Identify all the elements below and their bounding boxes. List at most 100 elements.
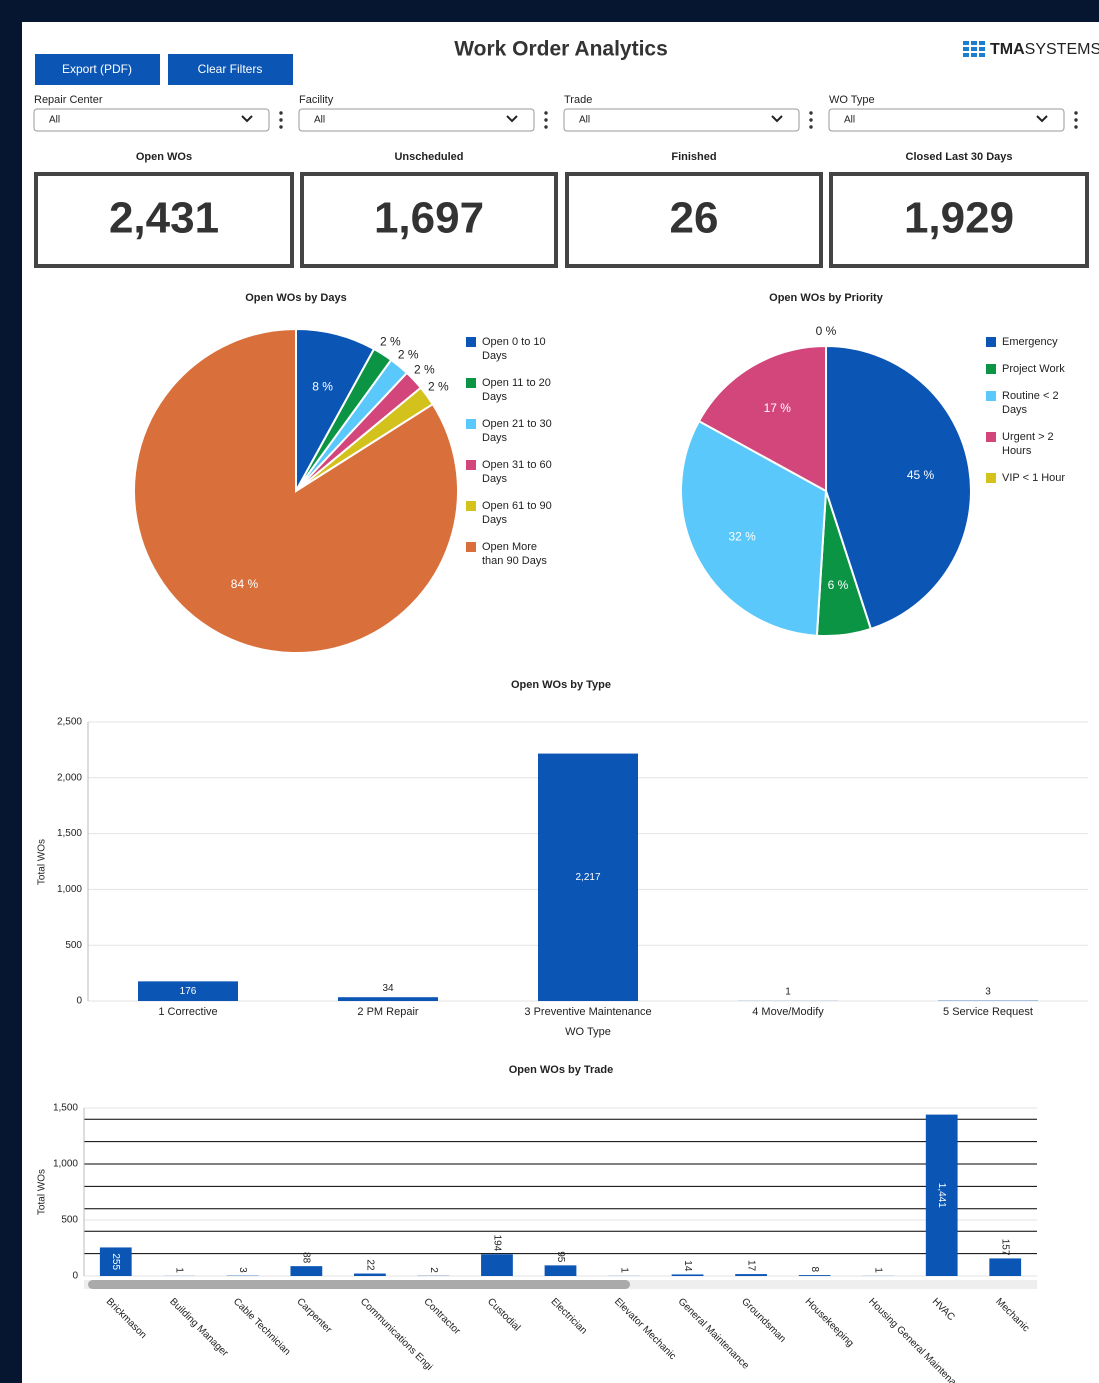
y-tick-label: 1,000 [57,884,82,895]
kpi-label: Closed Last 30 Days [906,151,1013,163]
button-label[interactable]: Clear Filters [198,62,263,76]
x-tick-label: HVAC [930,1296,957,1323]
legend: Emergency Project Work Routine < 2 Days Urg… [986,335,1076,485]
bar [99,1247,132,1276]
bar [544,1265,577,1276]
legend-item: Open 21 to 30 Days [466,417,556,445]
legend-swatch [466,460,476,470]
scrollbar[interactable] [88,1280,630,1289]
filter-select[interactable] [828,108,1065,132]
pie-slice [680,419,828,637]
value-label: 8 [809,1267,820,1273]
logo-bold: TMA [990,41,1025,58]
value-label: 1 [174,1267,185,1273]
filter-value: All [844,115,855,126]
legend-label: Routine < 2 Days [1002,390,1059,416]
bar [138,981,238,1001]
x-tick-label: General Maintenance [676,1296,752,1372]
value-label: 1,441 [936,1183,947,1208]
kpi-value: 2,431 [109,194,219,243]
legend-item: Open 31 to 60 Days [466,458,556,486]
kpi-box [565,172,823,268]
value-label: 157 [1000,1239,1011,1256]
kpi-box [829,172,1089,268]
logo: TMASYSTEMS [990,41,1099,58]
logo-icon [963,41,985,57]
x-tick-label: Mechanic [993,1296,1031,1334]
button-label[interactable]: Export (PDF) [62,62,132,76]
x-tick-label: Brickmason [104,1296,149,1341]
legend-swatch [466,419,476,429]
y-tick-label: 1,000 [53,1159,78,1170]
kpi-value: 26 [670,194,719,243]
bar [538,753,638,1001]
menu-dot [279,125,283,129]
legend-item: Urgent > 2 Hours [986,430,1076,458]
legend-label: Open 31 to 60 Days [482,459,552,485]
legend-label: Open More than 90 Days [482,541,547,567]
filter-label: Facility [299,94,334,106]
legend-swatch [986,364,996,374]
slice-label: 2 % [414,363,435,377]
menu-dot [544,111,548,115]
menu-dot [809,111,813,115]
value-label: 255 [110,1253,121,1270]
bar [481,1254,513,1276]
chart-title: Open WOs by Type [511,679,611,691]
value-label: 3 [985,986,991,997]
legend-item: Routine < 2 Days [986,389,1076,417]
filter-select[interactable] [563,108,800,132]
filter-value: All [49,115,60,126]
bar [671,1274,704,1276]
filter-select[interactable] [33,108,270,132]
legend-label: Open 11 to 20 Days [482,377,551,403]
legend-swatch [986,337,996,347]
x-tick-label: 3 Preventive Maintenance [524,1006,651,1018]
menu-dot [544,118,548,122]
bar [735,1274,767,1276]
slice-label: 32 % [728,529,756,543]
slice-label: 17 % [764,401,792,415]
filter-select[interactable] [298,108,535,132]
chevron [771,115,783,123]
value-label: 1 [785,987,791,998]
value-label: 17 [745,1260,756,1272]
x-tick-label: Housekeeping [803,1296,856,1349]
value-label: 95 [555,1251,566,1263]
menu-dot [544,125,548,129]
x-tick-label: Housing General Maintenance [866,1296,970,1383]
y-tick-label: 500 [61,1215,78,1226]
filter-value: All [314,115,325,126]
chevron [506,115,518,123]
value-label: 22 [364,1259,375,1271]
export-button[interactable] [35,54,160,85]
filter-label: WO Type [829,94,875,106]
chart-title: Open WOs by Trade [509,1064,614,1076]
kpi-box [34,172,294,268]
x-axis-title: WO Type [565,1026,611,1038]
bar [338,997,438,1001]
y-tick-label: 500 [65,940,82,951]
y-tick-label: 1,500 [53,1103,78,1114]
pie-slice [133,327,459,654]
legend-swatch [986,473,996,483]
slice-label: 0 % [816,324,837,338]
legend-label: Open 21 to 30 Days [482,418,552,444]
x-tick-label: Contractor [421,1296,462,1337]
bar [989,1258,1022,1276]
filter-label: Repair Center [34,94,103,106]
legend-label: Emergency [1002,336,1058,348]
kpi-box [300,172,558,268]
x-tick-label: 2 PM Repair [357,1006,418,1018]
legend-label: VIP < 1 Hour [1002,472,1066,484]
chart-title: Open WOs by Priority [769,292,884,304]
bar [925,1114,958,1276]
legend-item: Project Work [986,362,1076,376]
value-label: 176 [180,986,197,997]
value-label: 34 [382,983,394,994]
slice-label: 2 % [398,348,419,362]
value-label: 3 [237,1267,248,1273]
clear-filters-button[interactable] [168,54,293,85]
x-tick-label: Elevator Mechanic [612,1296,678,1362]
